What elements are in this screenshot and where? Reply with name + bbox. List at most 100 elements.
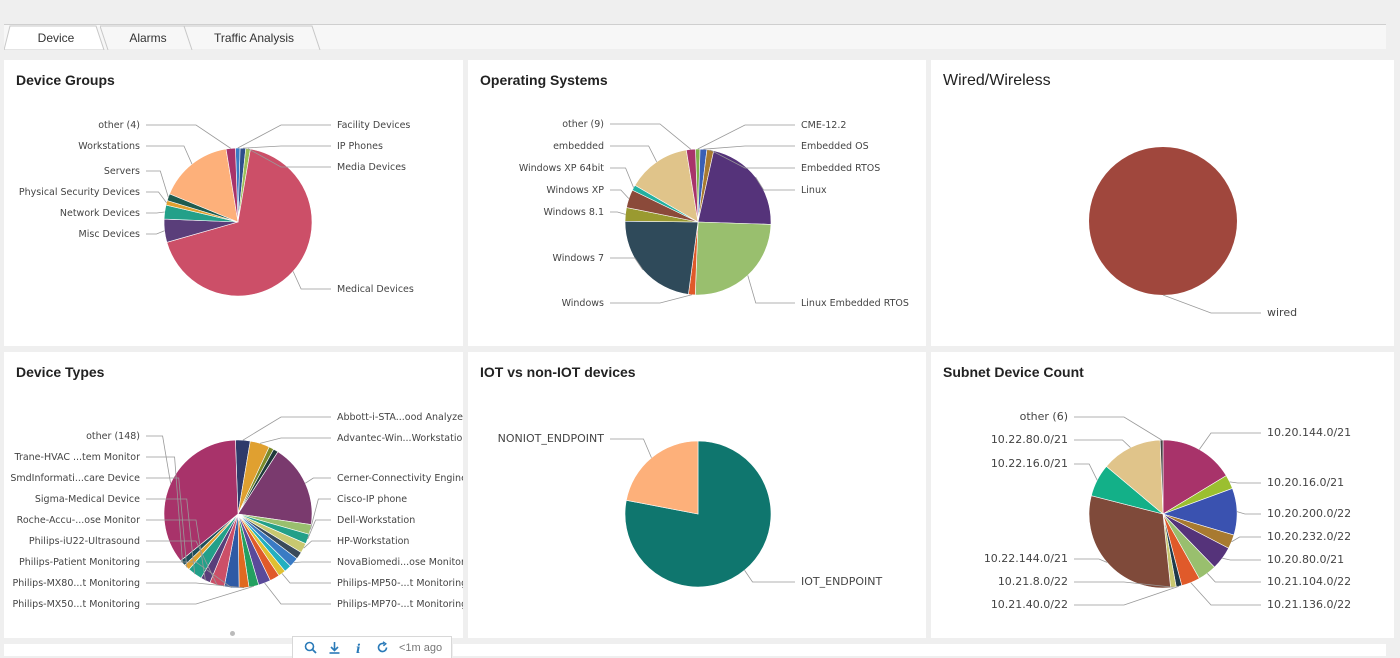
subnet-pie-chart[interactable]: 10.20.144.0/21 10.20.16.0/21 10.20.200.0/2…: [931, 352, 1394, 638]
panel-device-groups: Device Groups Facility Devices IP Phones M…: [4, 60, 463, 346]
pie-slice[interactable]: [624, 220, 699, 295]
label-leader-line: [242, 416, 331, 441]
label-leader-line: [146, 585, 255, 605]
pie-slice[interactable]: [1159, 439, 1164, 515]
pie-slice-label: other (9): [562, 119, 604, 130]
label-leader-line: [610, 167, 634, 188]
label-leader-line: [146, 519, 206, 581]
tab-device-shape: [4, 25, 105, 50]
panel-iot: IOT vs non-IOT devices IOT_ENDPOINT NONIO…: [468, 352, 926, 638]
label-leader-line: [146, 170, 169, 198]
tab-alarms-label: Alarms: [129, 30, 167, 45]
pie-slice-label: 10.21.8.0/22: [998, 575, 1068, 588]
label-leader-line: [146, 191, 167, 204]
label-leader-line: [146, 456, 183, 564]
pie-slice[interactable]: [169, 148, 239, 223]
label-leader-line: [1236, 511, 1261, 515]
pie-slice[interactable]: [1162, 439, 1227, 515]
label-leader-line: [1074, 558, 1108, 563]
label-leader-line: [292, 271, 331, 290]
panel-title: Device Groups: [16, 72, 115, 88]
pie-slice-label: 10.21.40.0/22: [991, 598, 1068, 611]
panel-title: Subnet Device Count: [943, 364, 1084, 380]
panel-title: Wired/Wireless: [943, 72, 1051, 89]
pie-slice-label: 10.20.80.0/21: [1267, 553, 1344, 566]
pie-slice[interactable]: [1105, 439, 1164, 515]
label-leader-line: [146, 498, 196, 575]
last-updated: <1m ago: [399, 641, 443, 654]
operating-systems-pie-chart[interactable]: CME-12.2 Embedded OS Embedded RTOS Linux Lin…: [468, 60, 926, 346]
label-leader-line: [1162, 294, 1261, 314]
pie-slice-label: Cisco-IP phone: [337, 494, 407, 505]
pie-slice-label: HP-Workstation: [337, 536, 409, 547]
label-leader-line: [307, 519, 331, 540]
pie-slice-label: 10.20.144.0/21: [1267, 426, 1351, 439]
pie-slice-label: Philips-MX80...t Monitoring: [13, 578, 140, 589]
pie-slice[interactable]: [163, 439, 239, 562]
label-leader-line: [755, 177, 795, 191]
pie-slice-label: other (4): [98, 120, 140, 131]
label-leader-line: [1198, 432, 1261, 450]
pie-slice-label: wired: [1267, 306, 1297, 319]
top-bar: [0, 0, 1400, 14]
label-leader-line: [610, 294, 692, 304]
panel-device-types: Device Types Abbott-i-STA...ood Analyzer…: [4, 352, 463, 638]
pie-slice-label: Windows 7: [553, 253, 604, 264]
device-types-pie-chart[interactable]: Abbott-i-STA...ood Analyzer Advantec-Win.…: [4, 352, 463, 638]
label-leader-line: [610, 123, 692, 150]
label-leader-line: [146, 211, 165, 214]
label-leader-line: [1074, 439, 1131, 448]
pie-slice[interactable]: [166, 148, 313, 297]
label-leader-line: [309, 498, 331, 530]
label-leader-line: [747, 275, 795, 304]
pie-slice-label: 10.21.104.0/22: [1267, 575, 1351, 588]
pie-slice[interactable]: [624, 440, 772, 588]
bottom-strip: [4, 644, 292, 656]
tab-device[interactable]: Device: [4, 25, 108, 50]
pie-slice-label: Windows XP 64bit: [519, 163, 604, 174]
label-leader-line: [703, 145, 795, 150]
label-leader-line: [237, 124, 331, 149]
refresh-icon[interactable]: [375, 641, 389, 655]
iot-pie-chart[interactable]: IOT_ENDPOINT NONIOT_ENDPOINT: [468, 352, 926, 638]
tab-alarms[interactable]: Alarms: [100, 25, 196, 50]
pie-slice-label: Cerner-Connectivity Engine: [337, 473, 463, 484]
pie-slice[interactable]: [1088, 495, 1171, 589]
pie-slice-label: Embedded RTOS: [801, 163, 880, 174]
info-icon[interactable]: i: [351, 641, 365, 655]
label-leader-line: [710, 149, 795, 169]
label-leader-line: [146, 477, 188, 568]
pie-slice-label: Linux: [801, 185, 827, 196]
pie-slice-label: Servers: [104, 166, 140, 177]
label-leader-line: [146, 435, 172, 484]
pie-slice[interactable]: [694, 221, 772, 296]
pie-slice-label: 10.20.200.0/22: [1267, 507, 1351, 520]
label-leader-line: [146, 540, 218, 586]
pie-slice-label: Abbott-i-STA...ood Analyzer: [337, 412, 463, 423]
pie-slice-label: IP Phones: [337, 141, 383, 152]
label-leader-line: [610, 211, 626, 215]
device-groups-pie-chart[interactable]: Facility Devices IP Phones Media Devices Me…: [4, 60, 463, 346]
panel-title: Operating Systems: [480, 72, 608, 88]
wired-wireless-pie-chart[interactable]: wired: [931, 60, 1394, 346]
pie-slice[interactable]: [1089, 147, 1237, 295]
pie-slice[interactable]: [237, 451, 313, 525]
tab-bar: Device Alarms Traffic Analysis: [4, 24, 1386, 50]
label-leader-line: [146, 582, 245, 589]
tab-traffic-analysis-shape: [184, 25, 321, 50]
label-leader-line: [1229, 481, 1261, 484]
pie-slice-label: 10.22.80.0/21: [991, 433, 1068, 446]
pie-slice-label: Linux Embedded RTOS: [801, 298, 909, 309]
tab-traffic-analysis[interactable]: Traffic Analysis: [184, 25, 324, 50]
pie-slice-label: 10.20.16.0/21: [1267, 476, 1344, 489]
download-icon[interactable]: [327, 641, 341, 655]
pie-slice-label: other (148): [86, 431, 140, 442]
panel-title: IOT vs non-IOT devices: [480, 364, 636, 380]
panel-title: Device Types: [16, 364, 105, 380]
pie-slice[interactable]: [625, 440, 699, 515]
pie-slice-label: 10.22.144.0/21: [984, 552, 1068, 565]
label-leader-line: [146, 230, 165, 235]
search-icon[interactable]: [303, 641, 317, 655]
label-leader-line: [1074, 585, 1180, 606]
pie-slice-label: Sigma-Medical Device: [35, 494, 140, 505]
